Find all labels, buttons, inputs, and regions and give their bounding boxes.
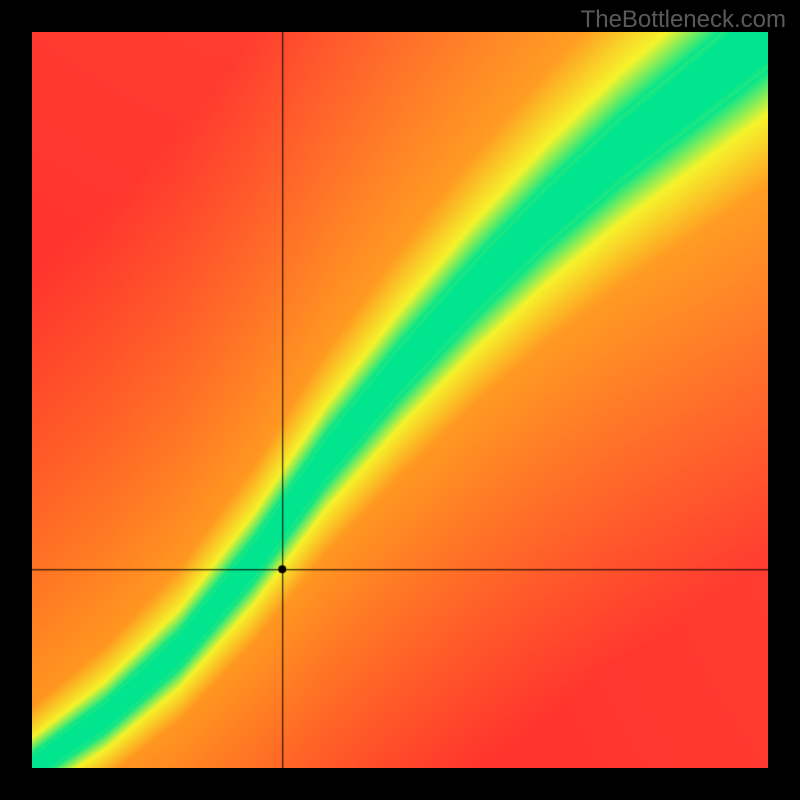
watermark-text: TheBottleneck.com bbox=[581, 6, 786, 34]
bottleneck-heatmap bbox=[32, 32, 768, 768]
chart-container: TheBottleneck.com bbox=[0, 0, 800, 800]
